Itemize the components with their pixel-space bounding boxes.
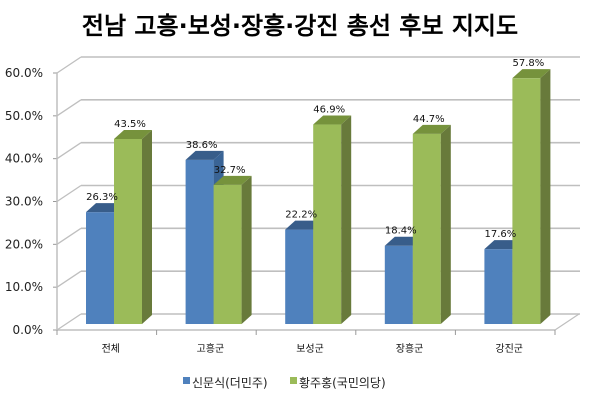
bar-1-2 — [313, 115, 352, 325]
bar-top — [213, 175, 252, 185]
category-label: 강진군 — [495, 343, 523, 355]
bar-1-4 — [512, 69, 551, 325]
category-label: 전체 — [102, 343, 120, 355]
bar-front — [384, 245, 413, 324]
side-gridline — [56, 56, 82, 74]
side-gridline — [56, 227, 82, 245]
legend-swatch — [290, 377, 297, 384]
data-label: 46.9% — [313, 105, 345, 116]
bar-side — [540, 69, 551, 325]
y-tick-label: 10.0% — [5, 280, 43, 294]
x-axis-labels: 전체 고흥군 보성군 장흥군 강진군 — [102, 342, 523, 355]
data-label: 57.8% — [513, 58, 545, 69]
bar-top — [412, 124, 451, 134]
y-tick-label: 20.0% — [5, 237, 43, 251]
bar-front — [484, 249, 513, 324]
side-gridline — [56, 99, 82, 117]
y-tick-label: 0.0% — [13, 323, 44, 337]
data-label: 44.7% — [413, 114, 445, 125]
bar-front — [512, 78, 541, 325]
bar-top — [313, 115, 352, 125]
bar-1-1 — [213, 175, 252, 324]
data-label: 38.6% — [186, 140, 218, 151]
legend-swatch — [183, 377, 190, 384]
bars — [86, 69, 551, 325]
bar-side — [142, 130, 152, 324]
bar-front — [313, 124, 342, 325]
data-label: 22.2% — [285, 210, 317, 221]
bar-top — [185, 150, 224, 160]
bar-top — [512, 69, 551, 79]
bar-top — [114, 130, 152, 139]
y-tick-label: 50.0% — [5, 109, 43, 123]
legend: 신문식(더민주) 황주홍(국민의당) — [183, 376, 386, 390]
side-gridline — [56, 142, 82, 160]
data-label: 26.3% — [86, 192, 118, 203]
bar-front — [213, 184, 242, 324]
bar-1-0 — [114, 130, 152, 324]
data-label: 18.4% — [385, 226, 417, 237]
y-tick-label: 30.0% — [5, 195, 43, 209]
bar-front — [114, 139, 142, 324]
category-label: 장흥군 — [396, 342, 424, 355]
chart-title: 전남 고흥·보성·장흥·강진 총선 후보 지지도 — [81, 12, 519, 40]
bar-front — [185, 159, 214, 324]
category-label: 보성군 — [296, 343, 324, 355]
side-gridline — [56, 313, 82, 331]
category-label: 고흥군 — [197, 342, 225, 355]
data-label: 32.7% — [214, 165, 246, 176]
bar-1-3 — [412, 124, 451, 325]
bar-side — [341, 115, 352, 325]
y-tick-label: 40.0% — [5, 152, 43, 166]
bar-front — [86, 212, 114, 324]
y-tick-label: 60.0% — [5, 66, 43, 80]
bar-front — [285, 229, 314, 324]
data-label: 17.6% — [485, 229, 517, 240]
legend-label: 황주홍(국민의당) — [299, 376, 386, 390]
bar-side — [241, 175, 252, 324]
side-gridline — [56, 184, 82, 203]
data-label: 43.5% — [114, 119, 146, 130]
legend-label: 신문식(더민주) — [192, 376, 268, 390]
y-axis: 0.0% 10.0% 20.0% 30.0% 40.0% 50.0% 60.0% — [5, 66, 556, 337]
bar-side — [440, 124, 451, 325]
floor-right-edge — [554, 313, 580, 331]
side-gridline — [56, 270, 82, 288]
data-labels: 26.3% 38.6% 22.2% 18.4% 17.6% 43.5% 32.7% 46.9%… — [86, 58, 544, 240]
bar-front — [412, 133, 441, 324]
